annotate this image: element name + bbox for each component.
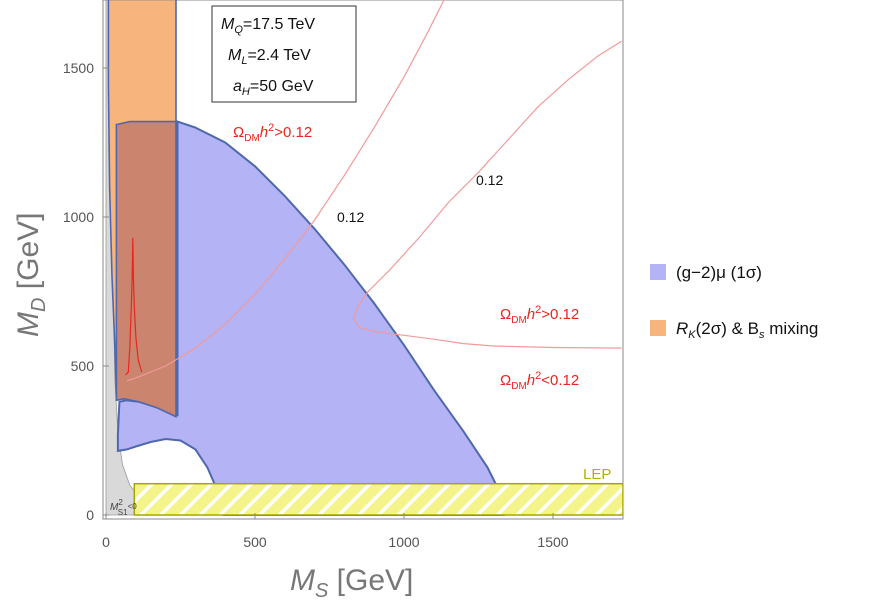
relic-spike [124,237,143,376]
x-tick-label: 1500 [537,534,568,550]
legend: (g−2)μ (1σ) RK(2σ) & Bs mixing [650,263,818,341]
param-ml: ML=2.4 TeV [228,47,311,67]
relic-label-upper-left: ΩDMh2>0.12 [233,122,312,144]
y-tick-label: 0 [86,507,94,523]
x-tick-label: 1000 [388,534,419,550]
lep-label: LEP [583,466,611,483]
relic-contour-2 [352,40,622,349]
param-ah: aH=50 GeV [233,78,314,98]
legend-label-g2: (g−2)μ (1σ) [676,263,762,282]
contour-label-1: 0.12 [337,209,364,225]
relic-label-right-upper: ΩDMh2>0.12 [500,304,579,326]
overlap-region [115,120,177,418]
g2-region [116,120,506,516]
relic-label-right-lower: ΩDMh2<0.12 [500,370,579,392]
x-axis: 0 500 1000 1500 [102,513,569,550]
relic-contour-1 [126,0,445,382]
legend-label-rk: RK(2σ) & Bs mixing [676,319,818,341]
y-tick-label: 500 [71,358,95,374]
y-tick-label: 1000 [63,209,94,225]
contour-label-2: 0.12 [476,172,503,188]
legend-swatch-rk [650,320,666,336]
legend-swatch-g2 [650,264,666,280]
y-tick-label: 1500 [63,60,94,76]
lep-band [133,482,623,516]
y-axis: 0 500 1000 1500 [63,60,109,523]
x-tick-label: 0 [102,534,110,550]
y-axis-title: MD [GeV] [12,213,50,338]
tachyon-label: M2 S1<0 [110,498,137,517]
x-tick-label: 500 [243,534,267,550]
param-mq: MQ=17.5 TeV [221,16,315,36]
parameter-box: MQ=17.5 TeV ML=2.4 TeV aH=50 GeV [211,5,357,103]
x-axis-title: MS [GeV] [290,564,413,602]
